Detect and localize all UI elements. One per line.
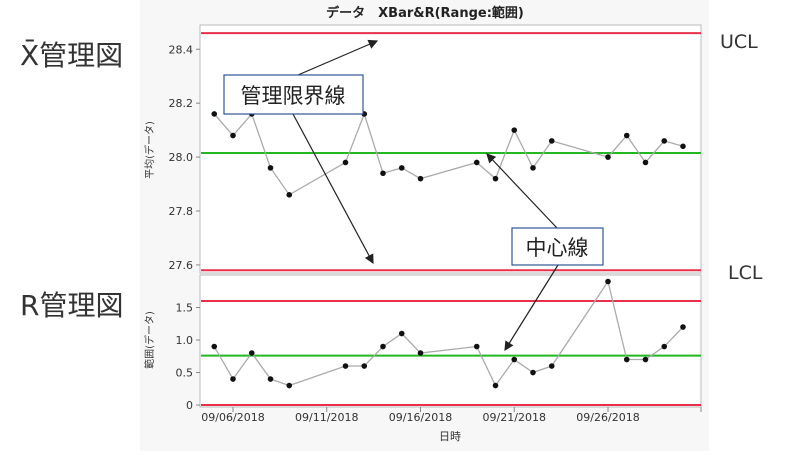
xbar-data-point bbox=[511, 127, 518, 133]
arrow-to-r-center bbox=[504, 264, 559, 352]
r-data-point bbox=[230, 376, 236, 382]
xbar-data-point bbox=[548, 138, 555, 144]
xbar-y-axis-label: 平均(データ) bbox=[143, 121, 156, 179]
r-data-point bbox=[492, 382, 499, 389]
r-data-point bbox=[398, 330, 405, 337]
xbar-chart-label: X̄管理図 bbox=[20, 38, 123, 72]
xbar-y-tick-label: 28.0 bbox=[169, 151, 194, 164]
r-data-point bbox=[642, 356, 649, 363]
r-data-point bbox=[342, 363, 349, 369]
control-limit-callout-box bbox=[223, 74, 364, 115]
xbar-series-line bbox=[213, 111, 684, 196]
r-y-tick-label: 0.5 bbox=[176, 367, 194, 380]
x-tick-label: 09/06/2018 bbox=[201, 411, 264, 424]
r-data-point bbox=[417, 350, 424, 356]
arrow-to-ucl bbox=[297, 39, 379, 76]
x-tick-label: 09/26/2018 bbox=[576, 411, 639, 424]
xbar-data-point bbox=[342, 159, 349, 166]
x-axis-label: 日時 bbox=[439, 430, 461, 443]
r-plot-area bbox=[199, 274, 702, 408]
r-data-point bbox=[530, 369, 536, 376]
r-y-axis-label: 範囲(データ) bbox=[143, 311, 156, 369]
r-y-tick-label: 0 bbox=[186, 399, 193, 412]
xbar-y-tick-label: 27.8 bbox=[169, 205, 194, 218]
r-data-point bbox=[211, 343, 218, 350]
xbar-y-tick-label: 27.6 bbox=[169, 259, 194, 272]
xbar-data-point bbox=[473, 159, 480, 166]
lcl-label: LCL bbox=[728, 262, 763, 284]
r-chart-label: R管理図 bbox=[20, 289, 123, 322]
r-data-point bbox=[361, 363, 368, 369]
r-data-point bbox=[511, 356, 518, 363]
r-data-point bbox=[286, 382, 293, 389]
xbar-data-point bbox=[605, 154, 611, 160]
center-line-callout-box bbox=[511, 227, 604, 266]
ucl-label: UCL bbox=[720, 31, 758, 53]
xbar-plot-area bbox=[199, 24, 702, 274]
xbar-data-point bbox=[530, 165, 536, 171]
xbar-data-point bbox=[398, 165, 405, 171]
r-data-point bbox=[623, 356, 630, 363]
r-data-point bbox=[661, 343, 668, 350]
x-tick-label: 09/21/2018 bbox=[483, 411, 546, 424]
xbar-y-tick-label: 28.4 bbox=[169, 43, 194, 56]
xbar-data-point bbox=[286, 192, 293, 198]
r-data-point bbox=[473, 343, 480, 350]
xbar-data-point bbox=[492, 175, 499, 182]
r-series-line bbox=[213, 279, 684, 387]
arrow-to-xbar-center bbox=[486, 153, 558, 229]
r-y-tick-label: 1.0 bbox=[176, 334, 194, 347]
r-data-point bbox=[680, 324, 686, 330]
r-data-point bbox=[605, 278, 611, 285]
x-tick-label: 09/11/2018 bbox=[295, 411, 358, 424]
xbar-data-point bbox=[380, 170, 386, 177]
xbar-data-point bbox=[267, 165, 274, 171]
r-data-point bbox=[248, 350, 255, 356]
chart-title: データ XBar&R(Range:範囲) bbox=[326, 5, 524, 21]
control-limit-callout: 管理限界線 bbox=[241, 84, 346, 108]
xbar-data-point bbox=[623, 132, 630, 139]
xbar-data-point bbox=[211, 111, 218, 117]
x-tick-label: 09/16/2018 bbox=[389, 411, 452, 424]
xbar-data-point bbox=[661, 138, 668, 144]
center-line-callout: 中心線 bbox=[526, 236, 589, 260]
r-data-point bbox=[380, 343, 386, 350]
xbar-data-point bbox=[230, 132, 236, 139]
xbar-data-point bbox=[417, 175, 424, 182]
r-y-tick-label: 1.5 bbox=[176, 302, 194, 315]
xbar-data-point bbox=[680, 143, 686, 150]
r-data-point bbox=[267, 376, 274, 382]
arrow-to-lcl bbox=[292, 113, 374, 265]
xbar-y-tick-label: 28.2 bbox=[169, 97, 194, 110]
r-data-point bbox=[548, 363, 555, 369]
xbar-data-point bbox=[642, 159, 649, 166]
